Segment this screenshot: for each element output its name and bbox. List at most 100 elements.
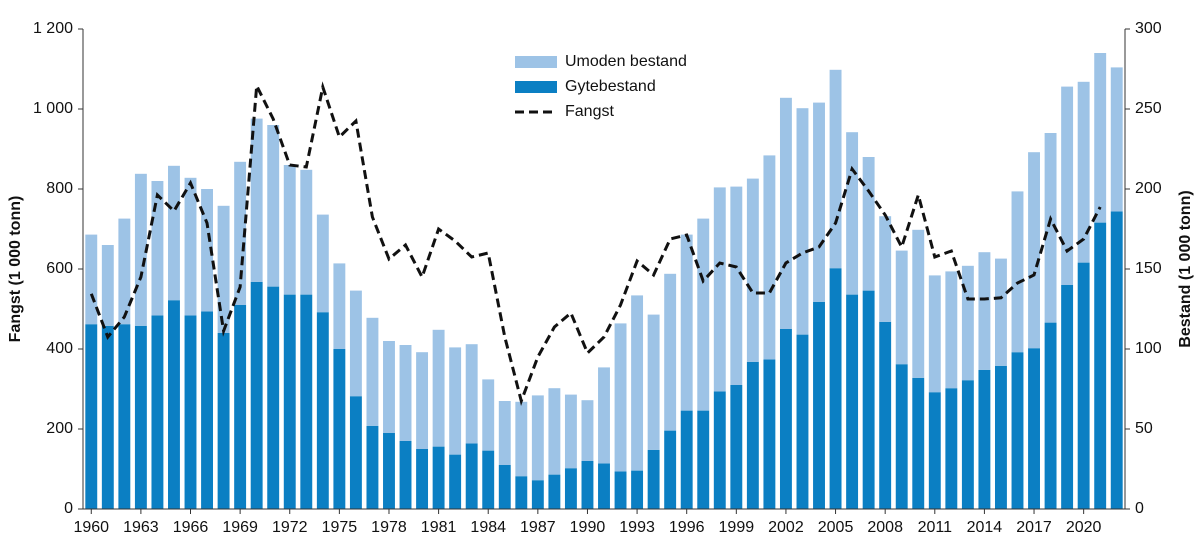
legend-swatch: [515, 56, 557, 68]
bar: [1044, 133, 1057, 323]
bar: [763, 359, 776, 509]
bar: [631, 470, 644, 509]
x-tick-label: 2014: [967, 519, 1003, 536]
bar: [846, 132, 859, 295]
bar: [101, 325, 114, 509]
bar: [134, 173, 147, 326]
y2-tick-label: 150: [1135, 260, 1162, 277]
bar: [250, 281, 263, 509]
bar: [201, 189, 214, 312]
bar: [664, 273, 677, 431]
bar: [813, 102, 825, 302]
bar: [697, 410, 710, 509]
bar: [333, 349, 346, 509]
bar: [713, 187, 726, 392]
bar: [697, 218, 710, 411]
bar: [201, 311, 214, 509]
bar: [267, 125, 280, 287]
bar: [482, 450, 495, 509]
bar: [1077, 81, 1090, 263]
bar: [101, 245, 114, 326]
y-tick-label: 1 200: [33, 20, 73, 37]
bar: [1061, 86, 1074, 285]
bar: [746, 178, 759, 362]
bar: [779, 329, 792, 509]
bar: [267, 286, 280, 509]
bar: [912, 229, 925, 378]
bar: [416, 352, 429, 449]
bar: [234, 161, 247, 305]
bar: [1061, 285, 1074, 509]
bar: [961, 380, 974, 509]
bar: [283, 165, 296, 295]
bar: [746, 361, 759, 509]
bar: [713, 391, 726, 509]
x-tick-label: 2017: [1016, 519, 1052, 536]
bar: [614, 471, 627, 509]
bar: [118, 324, 131, 509]
y2-axis-title: Bestand (1 000 tonn): [1177, 190, 1194, 347]
legend-swatch: [515, 81, 557, 93]
bar: [333, 263, 346, 349]
x-tick-label: 1987: [520, 519, 556, 536]
bar: [449, 454, 462, 509]
x-tick-label: 1975: [322, 519, 358, 536]
y2-tick-label: 50: [1135, 420, 1153, 437]
x-tick-label: 1999: [719, 519, 755, 536]
bar: [432, 446, 445, 509]
bar: [581, 400, 594, 461]
y2-tick-label: 250: [1135, 100, 1162, 117]
bar: [151, 315, 164, 509]
bar: [217, 205, 230, 333]
bar: [598, 463, 610, 509]
bar: [1094, 53, 1107, 223]
bar: [664, 430, 677, 509]
bar: [184, 315, 197, 509]
y-tick-label: 1 000: [33, 100, 73, 117]
bar: [564, 394, 577, 469]
bar: [829, 69, 842, 269]
bar: [498, 401, 511, 465]
bar: [928, 275, 941, 393]
bar: [531, 395, 544, 481]
bar: [895, 250, 908, 365]
x-tick-label: 2002: [768, 519, 804, 536]
bar: [349, 396, 362, 509]
y-tick-label: 800: [46, 180, 73, 197]
y-tick-label: 0: [64, 500, 73, 517]
bar: [912, 377, 925, 509]
bar: [945, 388, 958, 509]
bar: [300, 294, 313, 509]
x-tick-label: 1960: [73, 519, 109, 536]
bar: [631, 295, 644, 471]
bar: [862, 290, 875, 509]
bar: [168, 300, 180, 509]
bar: [796, 108, 809, 335]
bar: [1077, 262, 1090, 509]
legend-label: Umoden bestand: [565, 53, 687, 70]
bar: [598, 367, 610, 464]
bar: [416, 449, 429, 509]
legend-label: Gytebestand: [565, 78, 656, 95]
bar: [250, 118, 263, 282]
bar: [928, 392, 941, 509]
bar: [283, 294, 296, 509]
bar: [217, 333, 230, 509]
bar: [531, 480, 544, 509]
x-tick-label: 2020: [1066, 519, 1102, 536]
x-tick-label: 2005: [818, 519, 854, 536]
bar: [581, 461, 594, 509]
bar: [895, 364, 908, 509]
bar: [548, 388, 561, 475]
bar: [118, 218, 131, 325]
x-tick-label: 2008: [867, 519, 903, 536]
bar: [465, 443, 478, 509]
bar: [548, 474, 561, 509]
x-tick-label: 1972: [272, 519, 308, 536]
bar: [515, 401, 528, 477]
bar: [614, 323, 627, 472]
bar: [432, 329, 445, 447]
bar: [978, 369, 991, 509]
bar: [647, 314, 660, 450]
